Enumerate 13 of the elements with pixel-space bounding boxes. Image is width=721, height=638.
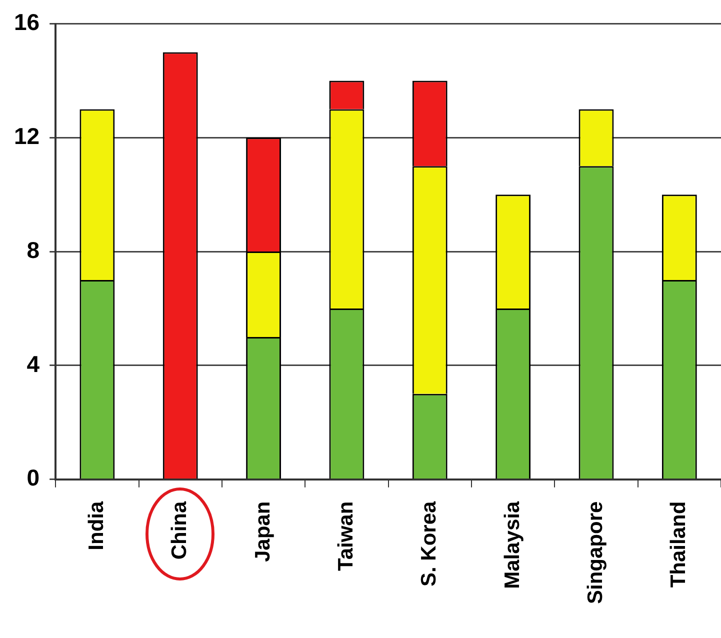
y-tick-label: 12 bbox=[14, 123, 40, 150]
y-tick-label: 16 bbox=[14, 9, 40, 36]
x-tick-label: Singapore bbox=[584, 501, 608, 604]
x-tick-label: Thailand bbox=[667, 501, 690, 588]
x-tick-label: Japan bbox=[251, 501, 274, 562]
x-tick-label: Malaysia bbox=[500, 501, 524, 589]
x-tick-label: S. Korea bbox=[418, 501, 441, 587]
x-tick-label: Taiwan bbox=[334, 501, 358, 571]
x-tick-label: India bbox=[84, 501, 108, 550]
y-tick-label: 4 bbox=[26, 350, 40, 377]
y-tick-label: 8 bbox=[26, 236, 40, 263]
x-tick-label: China bbox=[168, 501, 192, 560]
y-tick-label: 0 bbox=[26, 464, 40, 491]
